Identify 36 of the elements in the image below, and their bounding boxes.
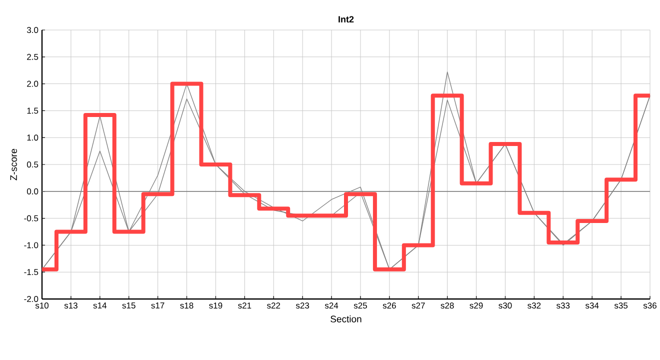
x-tick-label: s35 <box>614 302 628 309</box>
x-tick-label: s19 <box>209 302 222 309</box>
y-tick-label: 2.5 <box>27 54 38 60</box>
x-tick-label: s33 <box>556 302 570 309</box>
x-tick-label: s29 <box>470 302 483 309</box>
y-tick-label: -2.0 <box>24 296 38 302</box>
y-axis-title: Z-score <box>10 148 17 180</box>
chart-title: Int2 <box>338 16 354 22</box>
y-tick-label: -0.5 <box>24 215 38 222</box>
x-axis-title: Section <box>330 315 362 322</box>
y-tick-label: 1.5 <box>27 108 38 114</box>
x-tick-label: s21 <box>238 302 252 309</box>
x-tick-label: s13 <box>64 302 78 309</box>
y-tick-label: 0.0 <box>26 188 38 194</box>
y-tick-label: -1.0 <box>24 242 38 248</box>
y-tick-label: 3.0 <box>26 27 38 34</box>
x-tick-label: s30 <box>498 302 512 309</box>
x-tick-label: s25 <box>354 302 367 309</box>
y-tick-label: 0.5 <box>26 162 38 168</box>
x-tick-label: s28 <box>440 302 454 309</box>
x-tick-label: s26 <box>382 302 396 309</box>
x-tick-label: s10 <box>35 302 49 309</box>
x-tick-label: s36 <box>643 302 656 309</box>
x-tick-label: s14 <box>93 302 107 308</box>
x-tick-label: s17 <box>151 302 164 308</box>
y-tick-label: 2.0 <box>27 80 38 87</box>
x-tick-label: s27 <box>412 302 425 309</box>
x-tick-label: s24 <box>324 302 338 309</box>
x-tick-label: s23 <box>296 302 310 309</box>
x-tick-label: s15 <box>122 302 136 308</box>
x-tick-label: s18 <box>180 302 194 309</box>
x-tick-label: s34 <box>585 302 599 309</box>
y-tick-label: 1.0 <box>27 134 38 141</box>
x-tick-label: s32 <box>528 302 541 309</box>
x-tick-label: s22 <box>267 302 280 309</box>
y-tick-label: -1.5 <box>24 269 38 276</box>
